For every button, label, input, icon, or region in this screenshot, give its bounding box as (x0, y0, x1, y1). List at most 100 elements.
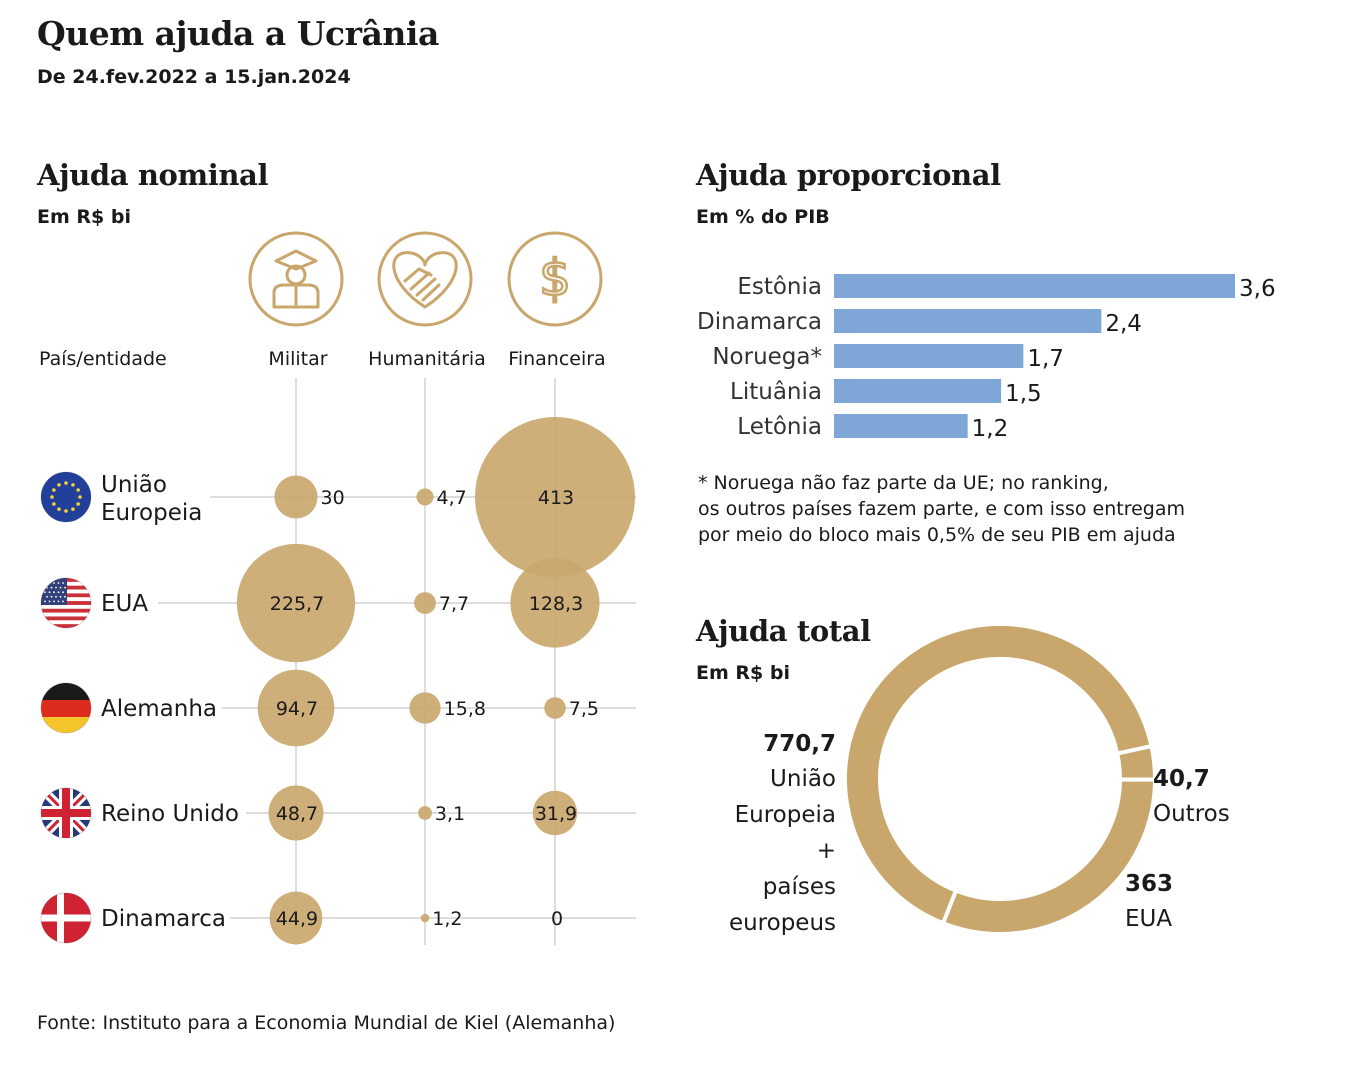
proportional-unit: Em % do PIB (696, 206, 830, 228)
soldier-icon (248, 231, 344, 327)
donut-name-label: europeus (729, 910, 836, 936)
value-bubble (544, 697, 566, 719)
value-label: 4,7 (437, 487, 467, 509)
eu-star (71, 507, 75, 511)
value-label: 0 (551, 908, 563, 930)
row-header: País/entidade (39, 348, 167, 370)
value-label: 44,9 (276, 908, 318, 930)
proportion-bar (834, 309, 1102, 333)
icon-ring (377, 231, 473, 327)
donut-name-label: Outros (1153, 801, 1230, 827)
source-note: Fonte: Instituto para a Economia Mundial… (37, 1012, 616, 1034)
eu-flag-icon (40, 471, 92, 523)
donut-slice (1114, 743, 1158, 782)
value-label: 30 (321, 487, 345, 509)
donut-value-label: 40,7 (1153, 766, 1210, 792)
value-bubble (236, 543, 356, 663)
value-bubble (257, 669, 335, 747)
value-bubble (510, 558, 600, 648)
value-bubble (416, 488, 434, 506)
country-label: União (101, 472, 167, 498)
donut-slice (843, 622, 1154, 926)
column-header: Financeira (508, 348, 605, 370)
column-header: Militar (268, 348, 327, 370)
bar-value-label: 3,6 (1239, 276, 1276, 302)
bar-category-label: Noruega* (712, 344, 822, 370)
donut-name-label: Europeia (735, 802, 836, 828)
eu-star (71, 483, 75, 487)
bar-category-label: Lituânia (730, 379, 822, 405)
value-label: 413 (538, 487, 574, 509)
value-label: 225,7 (270, 593, 324, 615)
bar-value-label: 1,5 (1005, 381, 1042, 407)
eu-star (64, 509, 68, 513)
nominal-unit: Em R$ bi (37, 206, 131, 228)
bar-category-label: Dinamarca (697, 309, 822, 335)
column-header: Humanitária (368, 348, 486, 370)
proportion-bar (834, 379, 1002, 403)
value-bubble (274, 475, 318, 519)
dollar-icon: $ (507, 231, 603, 327)
cap-shape (274, 249, 318, 271)
body-shape (272, 283, 320, 309)
eu-star (76, 502, 80, 506)
proportion-bar (834, 274, 1235, 298)
value-bubble (269, 891, 323, 945)
country-label: Dinamarca (101, 906, 226, 932)
eu-star (57, 507, 61, 511)
bar-value-label: 2,4 (1105, 311, 1142, 337)
value-bubble (268, 785, 324, 841)
country-label: Alemanha (101, 696, 217, 722)
bar-value-label: 1,7 (1027, 346, 1064, 372)
value-label: 15,8 (444, 698, 486, 720)
country-label: Reino Unido (101, 801, 239, 827)
eu-star (52, 488, 56, 492)
donut-value-label: 770,7 (763, 731, 836, 757)
nominal-title: Ajuda nominal (37, 158, 269, 192)
eu-star (50, 495, 54, 499)
total-unit: Em R$ bi (696, 662, 790, 684)
value-label: 1,2 (432, 908, 462, 930)
donut-name-label: + (817, 838, 836, 864)
value-label: 128,3 (529, 593, 583, 615)
eu-star (78, 495, 82, 499)
eu-star (57, 483, 61, 487)
handshake-heart-icon (377, 231, 473, 327)
hands-shape (403, 267, 441, 302)
country-label: Europeia (101, 500, 202, 526)
value-label: 7,7 (439, 593, 469, 615)
bar-category-label: Estônia (737, 274, 822, 300)
value-label: 3,1 (435, 803, 465, 825)
proportional-title: Ajuda proporcional (696, 158, 1001, 192)
value-bubble (414, 592, 436, 614)
germany-flag-icon (40, 682, 92, 734)
value-bubble (420, 913, 430, 923)
proportion-bar (834, 414, 968, 438)
donut-name-label: União (770, 766, 836, 792)
bar-value-label: 1,2 (972, 416, 1009, 442)
denmark-flag-icon (40, 892, 92, 944)
value-bubble (418, 806, 432, 820)
value-label: 31,9 (535, 803, 577, 825)
icon-ring (248, 231, 344, 327)
value-label: 48,7 (276, 803, 318, 825)
norway-footnote: * Noruega não faz parte da UE; no rankin… (698, 472, 1185, 546)
heart-shape (392, 251, 458, 309)
country-label: EUA (101, 591, 148, 617)
page-title: Quem ajuda a Ucrânia (37, 14, 439, 53)
dollar-glyph: $ (539, 249, 571, 307)
donut-slice (940, 777, 1158, 936)
proportion-bar (834, 344, 1024, 368)
value-label: 94,7 (276, 698, 318, 720)
donut-name-label: EUA (1125, 906, 1172, 932)
bar-category-label: Letônia (737, 414, 822, 440)
total-title: Ajuda total (696, 614, 871, 648)
eu-star (52, 502, 56, 506)
value-bubble (409, 692, 441, 724)
us-flag-icon (40, 577, 92, 629)
eu-star (64, 481, 68, 485)
uk-flag-icon (40, 787, 92, 839)
eu-star (76, 488, 80, 492)
icon-ring (507, 231, 603, 327)
